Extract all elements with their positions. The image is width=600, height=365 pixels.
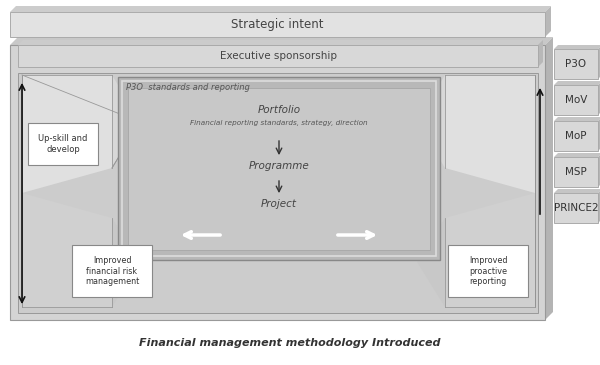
Text: Financial management methodology Introduced: Financial management methodology Introdu… [139,338,441,348]
Polygon shape [417,218,445,307]
Text: MoP: MoP [565,131,587,141]
Bar [122,81,436,256]
Text: Strategic intent: Strategic intent [231,18,324,31]
Polygon shape [554,153,600,157]
Polygon shape [112,218,140,307]
Bar [128,88,430,250]
Text: PRINCE2: PRINCE2 [554,203,598,213]
Polygon shape [538,40,543,67]
Polygon shape [554,81,600,85]
Polygon shape [545,6,551,37]
Polygon shape [22,75,112,193]
Text: Improved
proactive
reporting: Improved proactive reporting [469,256,507,286]
Text: Portfolio: Portfolio [257,105,301,115]
Bar [554,193,598,223]
Text: Up-skill and
develop: Up-skill and develop [38,134,88,154]
Bar [18,73,538,313]
Bar [448,245,528,297]
Bar [554,121,598,151]
Text: Financial reporting standards, strategy, direction: Financial reporting standards, strategy,… [190,120,368,126]
Bar [118,77,440,260]
Bar [28,123,98,165]
Bar [554,49,598,79]
Text: P3O: P3O [565,59,587,69]
Polygon shape [10,37,553,45]
Bar [10,12,545,37]
Polygon shape [554,189,600,193]
Bar [554,85,598,115]
Bar [72,245,152,297]
Text: Executive sponsorship: Executive sponsorship [220,51,337,61]
Polygon shape [22,193,112,307]
Polygon shape [598,189,600,223]
Text: Improved
financial risk
management: Improved financial risk management [85,256,139,286]
Bar [18,45,538,67]
Polygon shape [598,81,600,115]
Polygon shape [18,40,543,45]
Text: MoV: MoV [565,95,587,105]
Polygon shape [598,117,600,151]
Bar [554,157,598,187]
Text: Programme: Programme [248,161,310,171]
Polygon shape [112,75,140,168]
Text: Project: Project [261,199,297,209]
Text: P3O  standards and reporting: P3O standards and reporting [126,82,250,92]
Bar [10,45,545,320]
Polygon shape [598,153,600,187]
Polygon shape [545,37,553,320]
Polygon shape [445,75,535,193]
Polygon shape [417,75,445,168]
Text: MSP: MSP [565,167,587,177]
Polygon shape [554,117,600,121]
Polygon shape [554,45,600,49]
Polygon shape [598,45,600,79]
Polygon shape [445,193,535,307]
Polygon shape [10,6,551,12]
